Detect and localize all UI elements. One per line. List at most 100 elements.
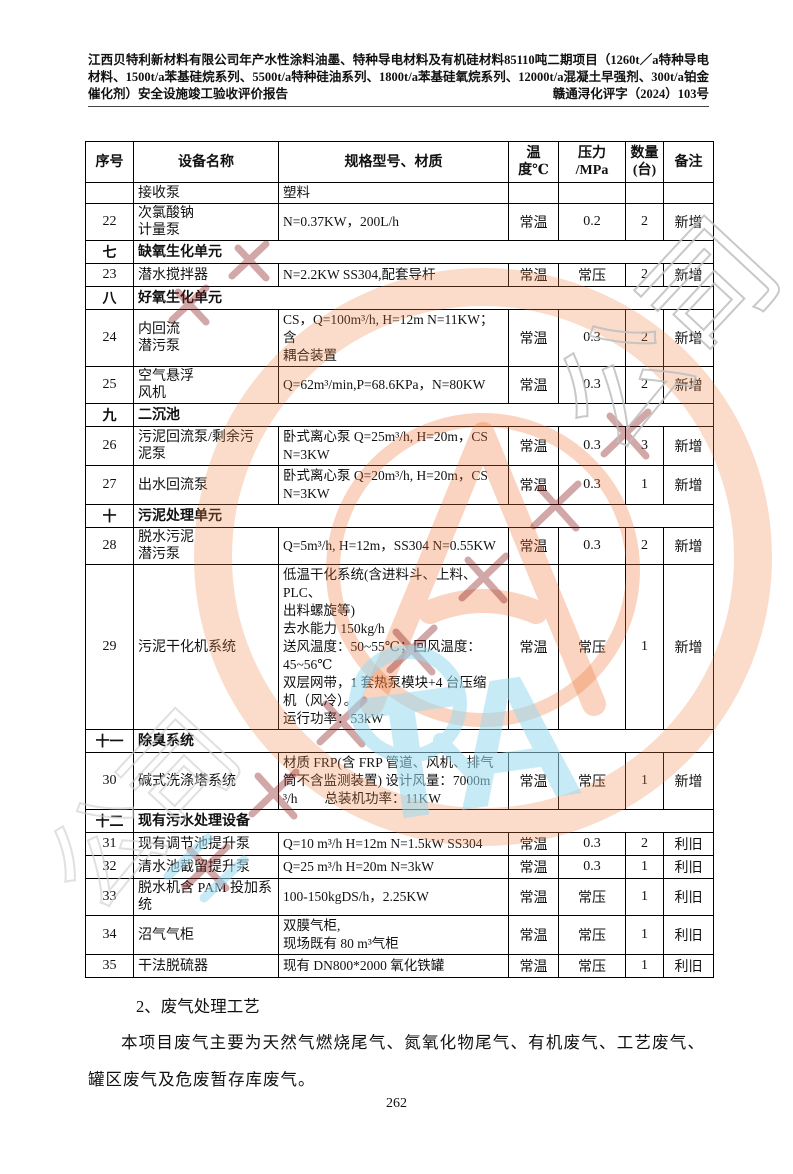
report-page: 江西贝特利新材料有限公司年产水性涂料油墨、特种导电材料及有机硅材料85110吨二… (0, 52, 793, 1174)
cell-section-no: 十二 (85, 809, 134, 833)
section-row: 九二沉池 (85, 403, 714, 427)
cell-temperature: 常温 (508, 309, 559, 367)
table-row: 接收泵 塑料 (85, 182, 714, 204)
cell-note: 利旧 (663, 878, 714, 916)
cell-name: 次氯酸钠 计量泵 (133, 203, 279, 241)
cell-pressure: 常压 (558, 263, 626, 287)
col-header-name: 设备名称 (133, 141, 279, 183)
table-row: 32 清水池截留提升泵 Q=25 m³/h H=20m N=3kW 常温 0.3 1 利旧 (85, 855, 714, 879)
page-header: 江西贝特利新材料有限公司年产水性涂料油墨、特种导电材料及有机硅材料85110吨二… (88, 52, 709, 107)
table-row: 25 空气悬浮 风机 Q=62m³/min,P=68.6KPa，N=80KW 常温 0.… (85, 366, 714, 404)
cell-quantity: 3 (625, 426, 664, 466)
cell-spec: 双膜气柜, 现场既有 80 m³气柜 (278, 915, 509, 955)
cell-quantity: 1 (625, 564, 664, 730)
cell-pressure (558, 182, 626, 204)
cell-temperature: 常温 (508, 878, 559, 916)
cell-spec: N=0.37KW，200L/h (278, 203, 509, 241)
cell-note: 新增 (663, 203, 714, 241)
cell-no: 22 (85, 203, 134, 241)
cell-pressure: 常压 (558, 752, 626, 810)
cell-section-no: 七 (85, 240, 134, 264)
cell-temperature: 常温 (508, 915, 559, 955)
cell-section-no: 八 (85, 286, 134, 310)
cell-pressure: 0.3 (558, 465, 626, 505)
table-row: 33 脱水机含 PAM 投加系 统 100-150kgDS/h，2.25KW 常温 常压… (85, 878, 714, 916)
cell-temperature: 常温 (508, 426, 559, 466)
cell-pressure: 常压 (558, 564, 626, 730)
cell-quantity: 2 (625, 203, 664, 241)
cell-quantity (625, 182, 664, 204)
cell-section-name: 除臭系统 (133, 729, 714, 753)
cell-no: 25 (85, 366, 134, 404)
section-row: 十二 现有污水处理设备 (85, 809, 714, 833)
cell-quantity: 1 (625, 954, 664, 978)
section-row: 八好氧生化单元 (85, 286, 714, 310)
cell-name: 干法脱硫器 (133, 954, 279, 978)
cell-section-name: 现有污水处理设备 (133, 809, 714, 833)
section-heading: 2、废气处理工艺 (136, 997, 260, 1016)
cell-name: 沼气气柜 (133, 915, 279, 955)
cell-quantity: 1 (625, 855, 664, 879)
cell-quantity: 1 (625, 915, 664, 955)
cell-no: 32 (85, 855, 134, 879)
cell-temperature (508, 182, 559, 204)
cell-name: 空气悬浮 风机 (133, 366, 279, 404)
cell-temperature: 常温 (508, 954, 559, 978)
col-header-no: 序号 (85, 141, 134, 183)
cell-pressure: 0.3 (558, 366, 626, 404)
cell-no: 34 (85, 915, 134, 955)
cell-name: 污泥干化机系统 (133, 564, 279, 730)
cell-spec: 100-150kgDS/h，2.25KW (278, 878, 509, 916)
table-row: 24 内回流 潜污泵 CS，Q=100m³/h, H=12m N=11KW；含 耦合… (85, 309, 714, 367)
col-header-qty: 数量 (台) (625, 141, 664, 183)
cell-name: 脱水机含 PAM 投加系 统 (133, 878, 279, 916)
cell-note (663, 182, 714, 204)
equipment-table: 序号 设备名称 规格型号、材质 温 度℃ 压力 /MPa 数量 (台) 备注 接… (85, 141, 714, 978)
col-header-note: 备注 (663, 141, 714, 183)
cell-no: 24 (85, 309, 134, 367)
table-row: 31 现有调节池提升泵 Q=10 m³/h H=12m N=1.5kW SS304 常… (85, 832, 714, 856)
cell-spec: Q=62m³/min,P=68.6KPa，N=80KW (278, 366, 509, 404)
cell-spec: CS，Q=100m³/h, H=12m N=11KW；含 耦合装置 (278, 309, 509, 367)
cell-temperature: 常温 (508, 203, 559, 241)
cell-section-name: 好氧生化单元 (133, 286, 714, 310)
cell-no: 35 (85, 954, 134, 978)
cell-pressure: 0.2 (558, 203, 626, 241)
cell-spec: 卧式离心泵 Q=25m³/h, H=20m，CS N=3KW (278, 426, 509, 466)
cell-pressure: 常压 (558, 915, 626, 955)
table-row: 35 干法脱硫器 现有 DN800*2000 氧化铁罐 常温 常压 1 利旧 (85, 954, 714, 978)
cell-note: 利旧 (663, 855, 714, 879)
cell-no: 33 (85, 878, 134, 916)
cell-temperature: 常温 (508, 855, 559, 879)
cell-note: 新增 (663, 426, 714, 466)
cell-note: 利旧 (663, 832, 714, 856)
cell-name: 碱式洗涤塔系统 (133, 752, 279, 810)
cell-no: 26 (85, 426, 134, 466)
cell-temperature: 常温 (508, 465, 559, 505)
cell-name: 出水回流泵 (133, 465, 279, 505)
table-row: 29 污泥干化机系统 低温干化系统(含进料斗、上料、PLC、 出料螺旋等) 去水能力… (85, 564, 714, 730)
cell-spec: 材质 FRP(含 FRP 管道、风机、排气 筒不含监测装置) 设计风量：7000… (278, 752, 509, 810)
table-row: 27 出水回流泵 卧式离心泵 Q=20m³/h, H=20m，CS N=3KW 常温 0… (85, 465, 714, 505)
section-row: 七缺氧生化单元 (85, 240, 714, 264)
table-row: 28 脱水污泥 潜污泵 Q=5m³/h, H=12m，SS304 N=0.55KW 常… (85, 527, 714, 565)
cell-no (85, 182, 134, 204)
cell-name: 潜水搅拌器 (133, 263, 279, 287)
section-row: 十一 除臭系统 (85, 729, 714, 753)
cell-quantity: 1 (625, 465, 664, 505)
cell-temperature: 常温 (508, 527, 559, 565)
body-paragraph: 本项目废气主要为天然气燃烧尾气、氮氧化物尾气、有机废气、工艺废气、罐区废气及危废… (88, 1033, 705, 1089)
cell-no: 29 (85, 564, 134, 730)
cell-spec: 现有 DN800*2000 氧化铁罐 (278, 954, 509, 978)
cell-name: 接收泵 (133, 182, 279, 204)
document-number: 赣通浔化评字（2024）103号 (552, 86, 709, 103)
cell-name: 内回流 潜污泵 (133, 309, 279, 367)
cell-quantity: 2 (625, 309, 664, 367)
cell-temperature: 常温 (508, 752, 559, 810)
page-number: 262 (386, 1096, 407, 1111)
cell-quantity: 1 (625, 752, 664, 810)
equipment-table-body: 接收泵 塑料 22 次氯酸钠 计量泵 N=0.37KW，200L/h 常温 0.2 2 新增七缺… (85, 182, 714, 978)
cell-spec: 卧式离心泵 Q=20m³/h, H=20m，CS N=3KW (278, 465, 509, 505)
cell-spec: Q=25 m³/h H=20m N=3kW (278, 855, 509, 879)
cell-pressure: 0.3 (558, 527, 626, 565)
